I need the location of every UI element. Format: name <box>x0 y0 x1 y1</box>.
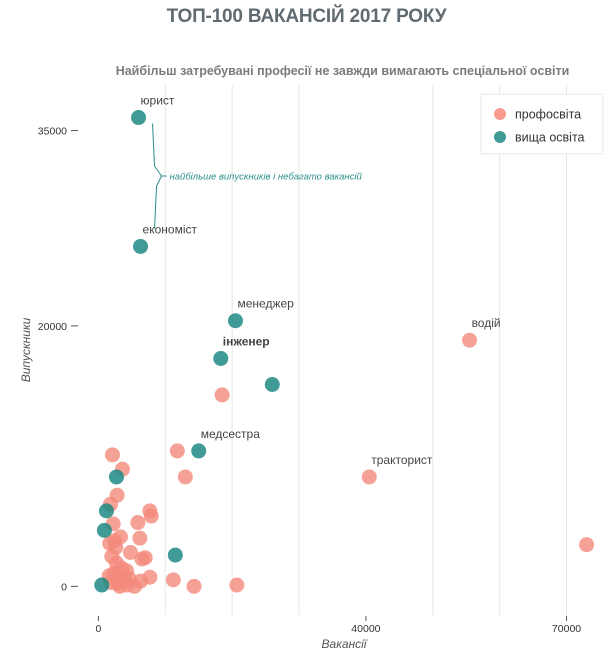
chart-subtitle: Найбільш затребувані професії не завжди … <box>115 64 570 78</box>
higher-education-point <box>96 522 112 538</box>
vocational-point <box>177 469 193 485</box>
vocational-point <box>361 469 377 485</box>
point-label: економіст <box>143 222 198 236</box>
vocational-point <box>229 577 245 593</box>
x-tick-label: 40000 <box>351 623 380 635</box>
legend-marker <box>494 108 506 120</box>
y-tick-label: 20000 <box>38 321 67 333</box>
vocational-point <box>579 537 595 553</box>
higher-education-point <box>191 443 207 459</box>
x-tick-label: 70000 <box>552 623 581 635</box>
annotation-text: найбільше випускників і небагато вакансі… <box>170 172 363 183</box>
point-label: менеджер <box>238 297 295 311</box>
vocational-point <box>123 544 139 560</box>
vocational-point <box>112 578 128 594</box>
higher-education-point <box>133 238 149 254</box>
legend-label: вища освіта <box>515 131 585 145</box>
vocational-point <box>169 443 185 459</box>
annotation-group: найбільше випускників і небагато вакансі… <box>152 123 363 229</box>
vocational-point <box>127 578 143 594</box>
higher-education-point <box>228 313 243 329</box>
axis-ticks: 0 40000 70000 0 20000 35000 <box>38 126 581 635</box>
y-axis-label: Випускники <box>19 317 33 382</box>
data-points <box>94 110 595 594</box>
x-axis-label: Вакансії <box>322 637 368 651</box>
legend-marker <box>494 131 506 143</box>
higher-education-point <box>94 577 110 593</box>
chart-title: ТОП-100 ВАКАНСІЙ 2017 РОКУ <box>166 6 447 27</box>
legend-label: профосвіта <box>515 108 581 122</box>
vocational-point <box>462 332 478 348</box>
vocational-point <box>132 530 148 546</box>
point-label: тракторист <box>371 453 433 467</box>
legend-box <box>480 93 604 155</box>
vocational-point <box>165 572 181 588</box>
y-tick-label: 0 <box>61 581 67 593</box>
y-tick-label: 35000 <box>38 126 67 138</box>
vocational-point <box>104 447 120 463</box>
plot-area <box>75 85 610 615</box>
point-label: медсестра <box>201 427 261 441</box>
annotation-bracket <box>152 123 163 229</box>
point-label: юрист <box>141 94 175 108</box>
legend: профосвіта вища освіта <box>480 93 604 155</box>
vocational-point <box>143 508 159 524</box>
higher-education-point <box>264 377 280 393</box>
point-labels: водій тракторист юрист економіст менеджер інж… <box>141 94 501 467</box>
vocational-point <box>186 578 202 594</box>
vocational-point <box>214 387 230 403</box>
higher-education-point <box>213 350 229 366</box>
point-label: інженер <box>223 334 270 348</box>
higher-education-point <box>98 503 114 519</box>
vocational-point <box>130 515 146 531</box>
point-label: водій <box>472 316 501 330</box>
higher-education-point <box>108 469 124 485</box>
vocational-point <box>134 551 150 567</box>
x-tick-label: 0 <box>95 623 101 635</box>
grid-lines <box>164 85 568 615</box>
higher-education-point <box>167 547 183 563</box>
higher-education-point <box>131 110 147 126</box>
